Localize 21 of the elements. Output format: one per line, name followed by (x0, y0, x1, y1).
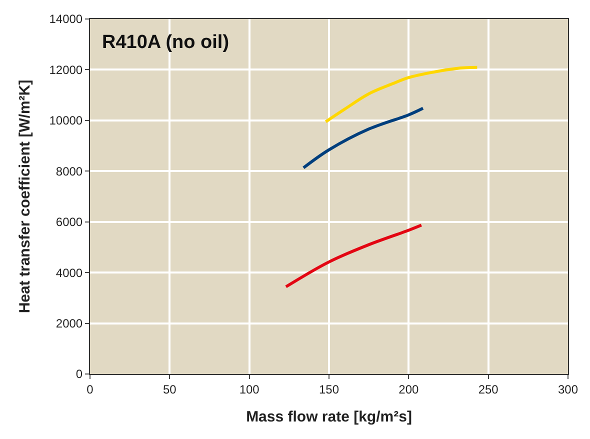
y-tick-label: 10000 (49, 114, 83, 128)
y-tick-label: 8000 (56, 164, 83, 178)
x-tick-label: 250 (478, 382, 499, 396)
line-series (284, 224, 423, 288)
x-axis-title: Mass flow rate [kg/m²s] (246, 408, 412, 426)
y-axis-title: Heat transfer coefficient [W/m²K] (16, 80, 34, 314)
line-series (324, 66, 479, 124)
x-tick-label: 300 (558, 382, 578, 396)
x-tick-label: 150 (318, 382, 340, 396)
x-tick-label: 50 (162, 382, 177, 396)
x-tick-label: 200 (398, 382, 419, 396)
y-tick-label: 12000 (49, 62, 83, 77)
line-series (302, 106, 425, 170)
text: R410A (no oil) (102, 32, 230, 53)
y-tick-label: 4000 (56, 266, 83, 280)
x-tick-label: 100 (239, 382, 260, 396)
y-tick-label: 2000 (56, 316, 83, 330)
y-tick-label: 14000 (49, 12, 83, 26)
x-tick-label: 0 (86, 382, 94, 396)
y-tick-label: 0 (76, 367, 83, 382)
y-tick-label: 6000 (56, 215, 83, 230)
